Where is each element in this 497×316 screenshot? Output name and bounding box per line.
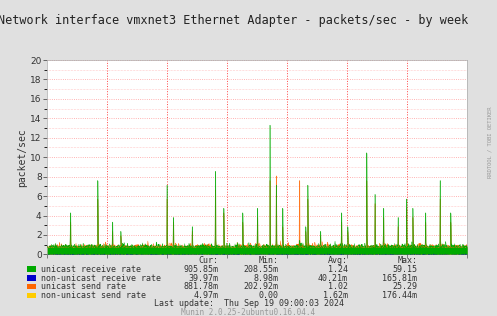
Text: 1.24: 1.24	[328, 265, 348, 274]
Text: 59.15: 59.15	[393, 265, 417, 274]
Text: Cur:: Cur:	[199, 256, 219, 265]
Text: 905.85m: 905.85m	[184, 265, 219, 274]
Text: unicast send rate: unicast send rate	[41, 282, 126, 291]
Text: 0.00: 0.00	[258, 291, 278, 300]
Text: 39.97m: 39.97m	[189, 274, 219, 283]
Text: Network interface vmxnet3 Ethernet Adapter - packets/sec - by week: Network interface vmxnet3 Ethernet Adapt…	[0, 14, 469, 27]
Text: 4.97m: 4.97m	[194, 291, 219, 300]
Text: non-unicast receive rate: non-unicast receive rate	[41, 274, 161, 283]
Text: 208.55m: 208.55m	[244, 265, 278, 274]
Text: 1.02: 1.02	[328, 282, 348, 291]
Text: 1.62m: 1.62m	[323, 291, 348, 300]
Text: 8.98m: 8.98m	[253, 274, 278, 283]
Text: 202.92m: 202.92m	[244, 282, 278, 291]
Y-axis label: packet/sec: packet/sec	[17, 128, 27, 186]
Text: Max:: Max:	[398, 256, 417, 265]
Text: 25.29: 25.29	[393, 282, 417, 291]
Text: 40.21m: 40.21m	[318, 274, 348, 283]
Text: unicast receive rate: unicast receive rate	[41, 265, 141, 274]
Text: Avg:: Avg:	[328, 256, 348, 265]
Text: Last update:  Thu Sep 19 09:00:03 2024: Last update: Thu Sep 19 09:00:03 2024	[154, 300, 343, 308]
Text: Min:: Min:	[258, 256, 278, 265]
Text: non-unicast send rate: non-unicast send rate	[41, 291, 146, 300]
Text: Munin 2.0.25-2ubuntu0.16.04.4: Munin 2.0.25-2ubuntu0.16.04.4	[181, 308, 316, 316]
Text: 165.81m: 165.81m	[383, 274, 417, 283]
Text: 881.78m: 881.78m	[184, 282, 219, 291]
Text: RRDTOOL / TOBI OETIKER: RRDTOOL / TOBI OETIKER	[487, 106, 492, 178]
Text: 176.44m: 176.44m	[383, 291, 417, 300]
